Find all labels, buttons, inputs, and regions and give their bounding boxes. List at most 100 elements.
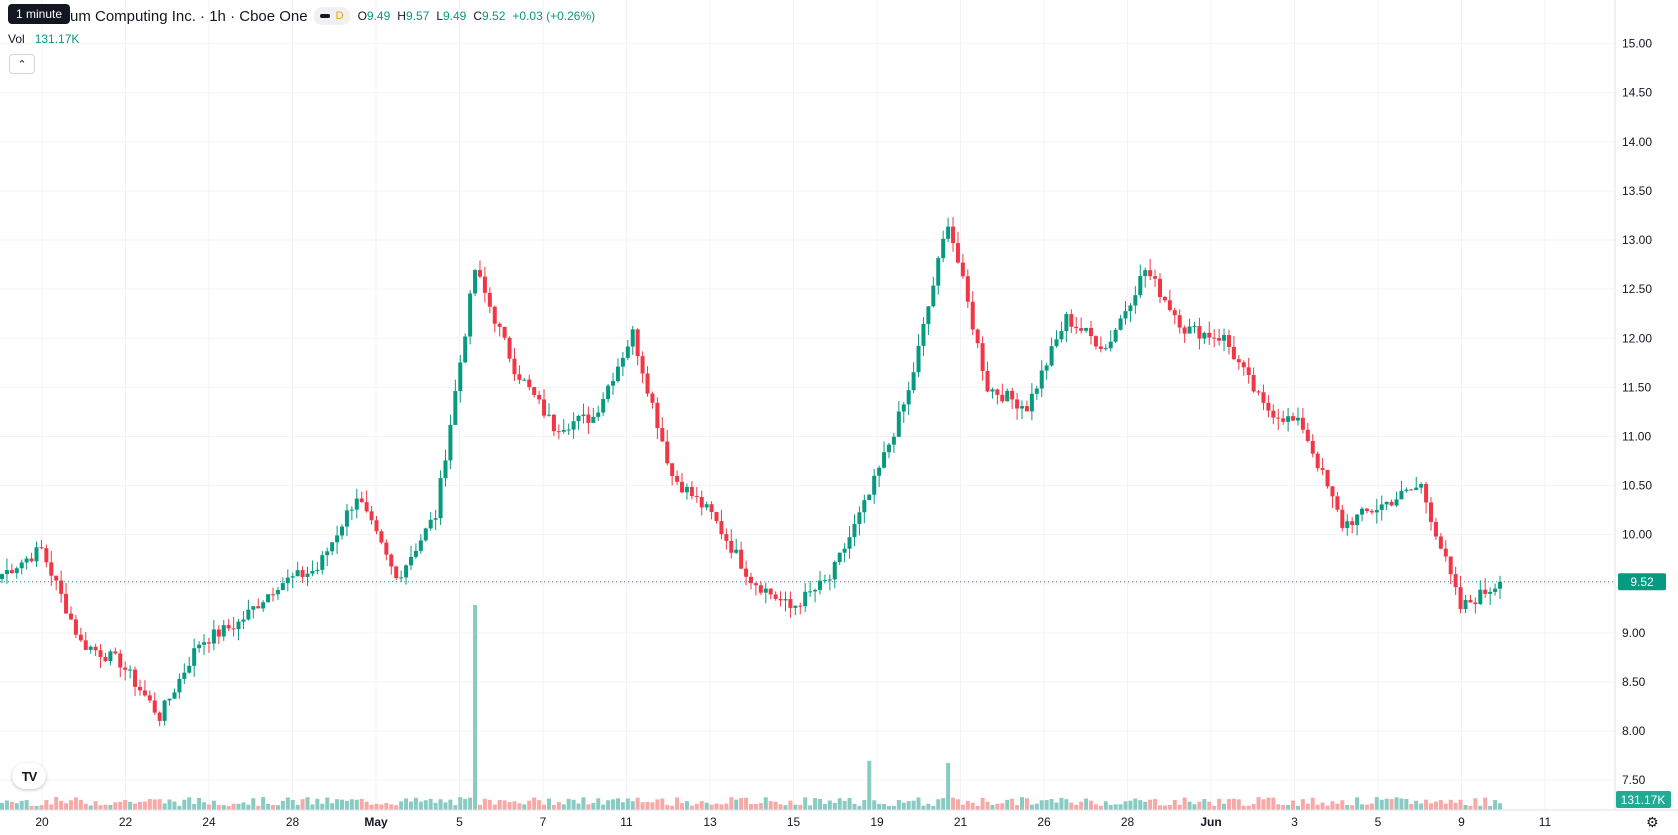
candle-body: [379, 531, 384, 543]
candle-body: [118, 653, 123, 668]
volume-bar: [680, 803, 685, 810]
candle-body: [699, 497, 704, 508]
candle-body: [1350, 521, 1355, 525]
candle-body: [571, 421, 576, 430]
candle-body: [59, 580, 64, 594]
volume-bar: [532, 797, 537, 810]
volume-bar: [103, 804, 108, 810]
time-tick-label: 3: [1291, 815, 1298, 829]
volume-bar: [1182, 797, 1187, 810]
candle-body: [142, 690, 147, 696]
candle-body: [162, 700, 167, 721]
volume-bar: [990, 805, 995, 810]
candle-body: [64, 593, 69, 614]
volume-bar: [980, 797, 985, 810]
candle-body: [704, 504, 709, 508]
candle-body: [19, 562, 24, 569]
candle-body: [147, 695, 152, 701]
volume-bar: [1207, 801, 1212, 810]
candle-body: [862, 500, 867, 513]
volume-bar: [1133, 798, 1138, 810]
volume-bar: [1325, 805, 1330, 810]
candle-body: [1458, 587, 1463, 610]
settings-icon[interactable]: ⚙: [1646, 814, 1659, 830]
volume-bars: [0, 605, 1502, 810]
candle-body: [443, 460, 448, 479]
candle-body: [1394, 499, 1399, 506]
volume-bar: [1320, 802, 1325, 810]
volume-bar: [817, 798, 822, 810]
candle-body: [837, 552, 842, 563]
candle-body: [1172, 310, 1177, 316]
candle-body: [177, 678, 182, 693]
volume-bar: [837, 798, 842, 810]
candle-body: [1167, 300, 1172, 311]
candle-body: [29, 558, 34, 562]
candle-body: [325, 551, 330, 556]
candle-body: [335, 535, 340, 543]
volume-bar: [660, 798, 665, 810]
price-axis[interactable]: 7.508.008.509.009.5010.0010.5011.0011.50…: [1622, 37, 1652, 788]
symbol-title[interactable]: um Computing Inc. · 1h · Cboe One: [70, 7, 308, 25]
candle-body: [630, 329, 635, 347]
candle-body: [601, 398, 606, 413]
volume-bar: [1000, 803, 1005, 810]
candle-body: [482, 276, 487, 293]
candle-body: [295, 570, 300, 577]
volume-bar: [1409, 803, 1414, 810]
candle-body: [1295, 417, 1300, 421]
volume-bar: [399, 801, 404, 810]
volume-bar: [256, 805, 261, 810]
volume-bar: [1231, 798, 1236, 810]
candle-body: [473, 270, 478, 294]
volume-bar: [1079, 801, 1084, 810]
candle-body: [1039, 370, 1044, 389]
volume-bar: [251, 798, 256, 810]
candle-body: [606, 385, 611, 399]
candle-body: [546, 414, 551, 416]
candle-body: [1074, 326, 1079, 329]
collapse-legend-button[interactable]: ⌃: [9, 54, 35, 74]
candle-body: [187, 665, 192, 673]
candle-body: [492, 306, 497, 324]
candle-body: [1226, 335, 1231, 347]
candle-body: [1059, 331, 1064, 340]
candle-body: [1463, 600, 1468, 610]
candle-body: [1187, 326, 1192, 334]
time-tick-label: 28: [1121, 815, 1135, 829]
candle-body: [911, 372, 916, 391]
candle-body: [1029, 393, 1034, 412]
candle-body: [1286, 416, 1291, 422]
visibility-toggle[interactable]: D: [313, 7, 350, 25]
candle-body: [901, 404, 906, 412]
volume-bar: [59, 800, 64, 810]
candle-body: [955, 243, 960, 263]
candle-body: [1251, 375, 1256, 392]
candle-body: [753, 583, 758, 586]
tradingview-logo-icon[interactable]: TV: [12, 763, 46, 789]
time-axis[interactable]: 20 22 24 28 May 5 7 11 13 15 19 21 26 28 Jun 3 5 9 11: [35, 815, 1551, 829]
volume-bar: [1310, 797, 1315, 810]
candle-body: [1300, 417, 1305, 430]
candle-body: [453, 391, 458, 425]
candle-body: [340, 526, 345, 536]
candle-body: [768, 588, 773, 595]
volume-bar: [384, 802, 389, 810]
volume-bar: [192, 803, 197, 810]
candle-body: [946, 226, 951, 239]
open-value: 9.49: [366, 9, 391, 23]
candle-body: [517, 374, 522, 380]
volume-bar: [896, 799, 901, 810]
candle-body: [744, 568, 749, 577]
volume-bar: [1069, 802, 1074, 810]
candle-body: [896, 411, 901, 437]
volume-bar: [206, 804, 211, 810]
candle-body: [73, 619, 78, 635]
volume-bar: [1039, 800, 1044, 810]
volume-bar: [19, 800, 24, 810]
candle-body: [1138, 276, 1143, 296]
volume-bar: [118, 801, 123, 810]
candle-body: [857, 512, 862, 524]
volume-bar: [428, 798, 433, 810]
